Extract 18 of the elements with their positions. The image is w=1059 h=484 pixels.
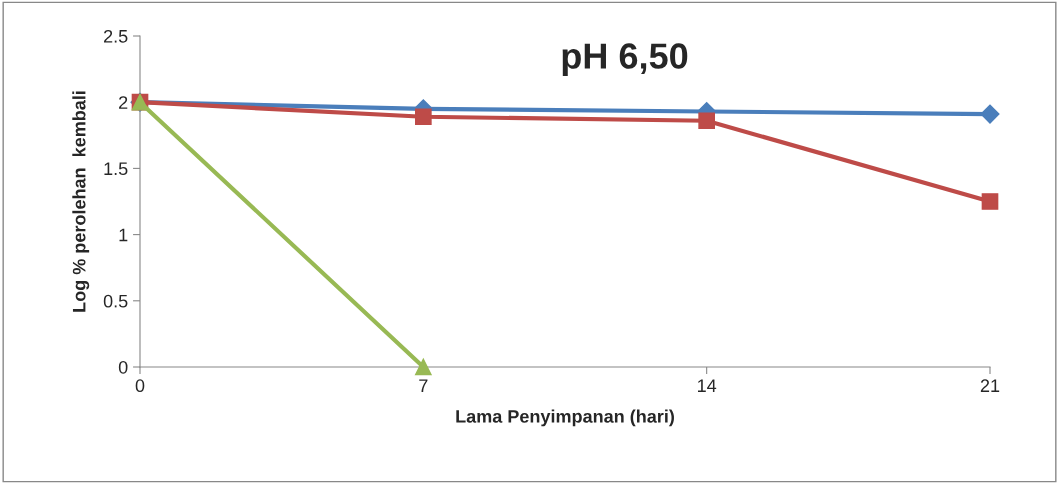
y-tick-label: 2.5 [104, 29, 128, 43]
chart-title: pH 6,50 [562, 43, 688, 76]
x-tick-label: 14 [698, 379, 717, 392]
point [414, 108, 432, 126]
x-tick-label: 0 [135, 379, 145, 393]
y-tick-label: 1 [119, 228, 128, 242]
point [698, 112, 716, 130]
y-tick-label: 1.5 [104, 162, 128, 176]
x-axis-title: Lama Penyimpanan (hari) [456, 409, 674, 427]
y-tick-label: 0 [118, 360, 128, 374]
point [981, 193, 999, 210]
x-tick-label: 21 [980, 379, 1000, 392]
point [414, 358, 432, 376]
y-tick-label: 2 [119, 96, 128, 109]
y-axis-title: Log % perolehan kembali [72, 91, 90, 312]
x-tick-label: 7 [419, 379, 428, 392]
point [980, 104, 1000, 124]
y-tick-label: 0.5 [103, 294, 128, 308]
